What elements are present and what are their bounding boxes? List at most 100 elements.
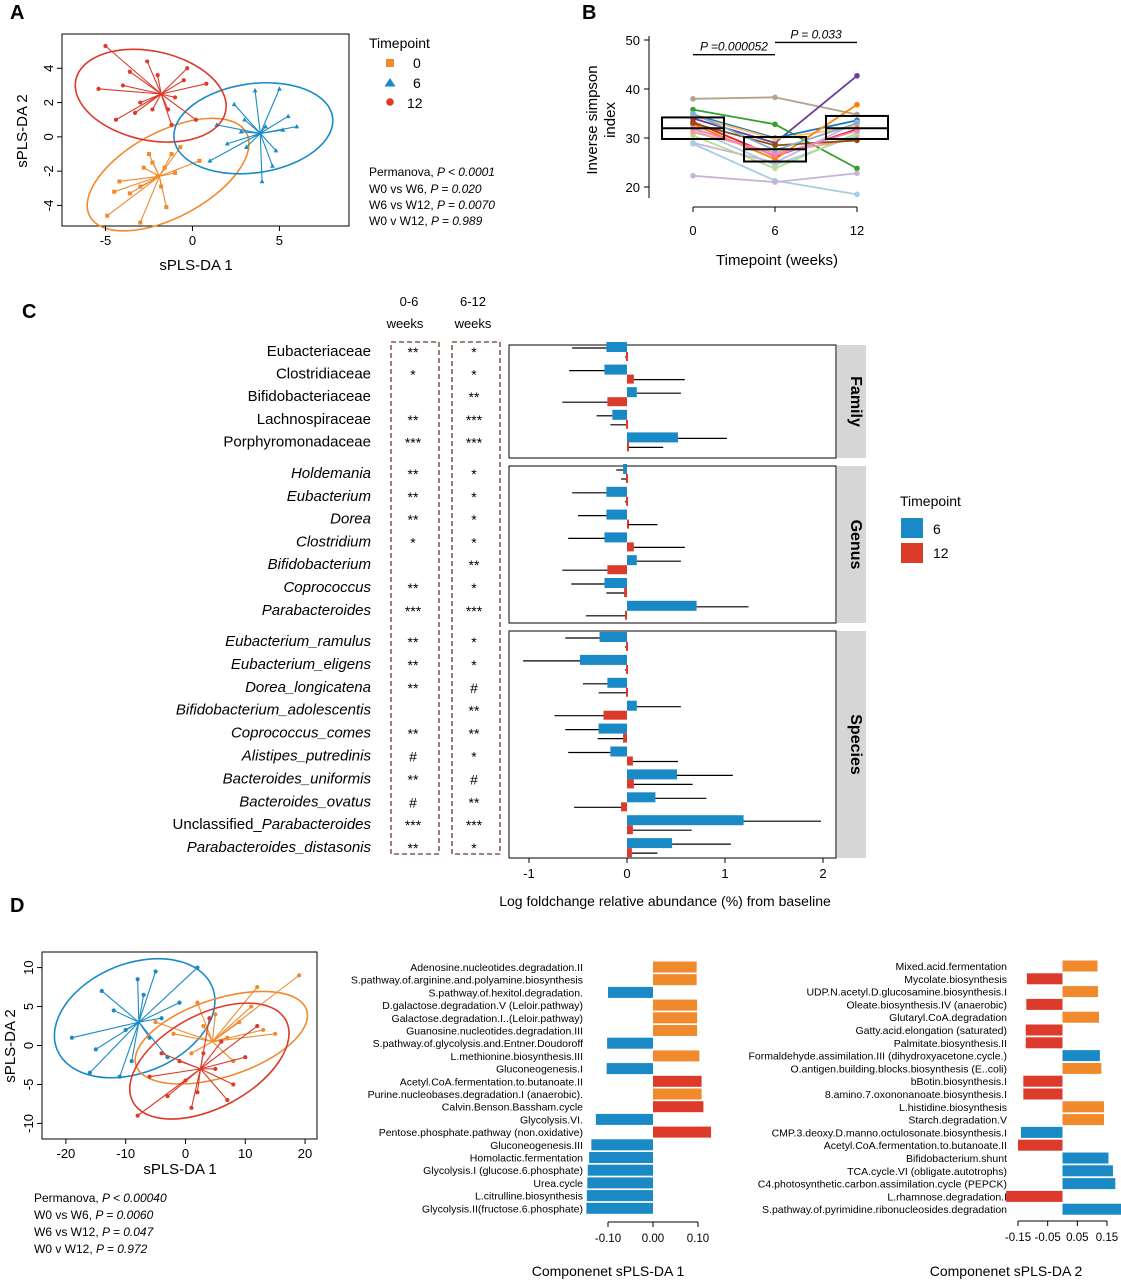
panel-d2-bar-label-8: O.antigen.building.blocks.biosynthesis (… bbox=[790, 1063, 1007, 1075]
sig-0-6-family-3: ** bbox=[408, 412, 419, 428]
panel-a-xtick-label--5: -5 bbox=[100, 233, 112, 248]
panel-d-stat-3: W0 v W12, P = 0.972 bbox=[34, 1242, 148, 1256]
panel-a-point-0-14 bbox=[146, 152, 151, 156]
panel-d1-bar-3 bbox=[653, 999, 698, 1011]
panel-d-spoke-6-13 bbox=[138, 1002, 180, 1023]
panel-a-spoke-0-12 bbox=[158, 146, 181, 177]
panel-d2-bar-15 bbox=[1062, 1152, 1109, 1164]
panel-d1-bar-11 bbox=[653, 1101, 704, 1113]
panel-d-point-0-7 bbox=[249, 1004, 254, 1009]
bar-w6-family-4 bbox=[627, 432, 678, 443]
panel-a-spoke-6-14 bbox=[260, 126, 297, 134]
panel-c-xtick-label-0: 0 bbox=[623, 866, 630, 881]
panel-a-point-12-7 bbox=[155, 73, 160, 78]
panel-d2-bar-label-15: Bifidobacterium.shunt bbox=[906, 1153, 1007, 1165]
panel-d1-bar-label-1: S.pathway.of.arginine.and.polyamine.bios… bbox=[351, 975, 583, 987]
panel-d-point-6-15 bbox=[135, 977, 140, 982]
sig-header-6-12-line2: weeks bbox=[454, 316, 492, 331]
sig-6-12-species-2: # bbox=[470, 680, 478, 696]
panel-d-point-12-10 bbox=[243, 1055, 248, 1060]
taxon-label-genus-3: Clostridium bbox=[296, 533, 371, 550]
panel-d-point-0-6 bbox=[237, 1020, 242, 1025]
panel-d2-bar-6 bbox=[1025, 1037, 1063, 1049]
panel-a-legend-marker-2 bbox=[386, 98, 394, 106]
sig-0-6-species-6: ** bbox=[408, 771, 419, 787]
panel-b-sig-text-0: P =0.000052 bbox=[700, 40, 768, 54]
facet-strip-genus bbox=[837, 466, 866, 623]
panel-d1-bar-label-18: L.citrulline.biosynthesis bbox=[475, 1191, 583, 1203]
facet-strip-label-species: Species bbox=[847, 714, 864, 775]
panel-d-spoke-0-13 bbox=[211, 986, 258, 1042]
panel-d-y-axis-label: sPLS-DA 2 bbox=[2, 1009, 19, 1082]
panel-b-sig-text-1: P = 0.033 bbox=[790, 27, 842, 41]
panel-d2-bar-5 bbox=[1025, 1024, 1063, 1036]
panel-d1-bar-17 bbox=[587, 1177, 653, 1189]
panel-a-spoke-12-3 bbox=[122, 84, 162, 95]
panel-a-point-12-6 bbox=[150, 107, 155, 112]
panel-a-legend-label-0: 0 bbox=[413, 55, 421, 71]
panel-d1-bar-label-8: Gluconeogenesis.I bbox=[496, 1064, 583, 1076]
panel-d1-bar-label-15: Homolactic.fermentation bbox=[470, 1153, 583, 1165]
sig-0-6-genus-1: ** bbox=[408, 489, 419, 505]
bar-w6-species-7 bbox=[627, 792, 656, 803]
panel-d-point-12-14 bbox=[195, 1090, 200, 1095]
sig-0-6-species-2: ** bbox=[408, 680, 419, 696]
panel-d2-bar-label-2: UDP.N.acetyl.D.glucosamine.biosynthesis.… bbox=[806, 987, 1007, 999]
panel-d-spoke-0-0 bbox=[155, 1021, 213, 1043]
panel-d1-xtick-label-0.00: 0.00 bbox=[642, 1233, 664, 1245]
taxon-label-family-0: Eubacteriaceae bbox=[267, 343, 371, 360]
panel-a-spoke-12-2 bbox=[115, 93, 162, 121]
panel-a-point-6-11 bbox=[259, 178, 265, 184]
bar-w12-species-1 bbox=[626, 664, 629, 674]
panel-d1-bar-label-9: Acetyl.CoA.fermentation.to.butanoate.II bbox=[400, 1076, 583, 1088]
panel-a-spoke-0-16 bbox=[158, 176, 167, 208]
panel-d1-bar-label-5: Guanosine.nucleotides.degradation.III bbox=[406, 1026, 583, 1038]
panel-b-y-axis-label-line2: index bbox=[602, 102, 619, 138]
panel-d-spoke-12-8 bbox=[199, 1041, 222, 1070]
bar-w12-species-9 bbox=[627, 848, 632, 858]
panel-a-spoke-12-1 bbox=[105, 45, 162, 95]
panel-a-spoke-12-13 bbox=[160, 93, 173, 126]
panel-d-spoke-0-2 bbox=[191, 1041, 213, 1054]
bar-w6-family-3 bbox=[612, 409, 627, 420]
bar-w6-genus-3 bbox=[604, 532, 627, 543]
panel-d2-bar-14 bbox=[1018, 1139, 1063, 1151]
panel-d2-bar-7 bbox=[1062, 1050, 1100, 1062]
bar-w12-genus-0 bbox=[626, 474, 629, 483]
panel-a-point-6-13 bbox=[242, 117, 248, 122]
panel-b-xtick-label-12: 12 bbox=[850, 223, 864, 238]
panel-a-point-6-8 bbox=[270, 163, 275, 168]
sig-6-12-genus-2: * bbox=[471, 512, 477, 528]
panel-a-spoke-12-15 bbox=[146, 61, 162, 95]
panel-a-spoke-6-8 bbox=[259, 133, 273, 167]
panel-d2-bar-17 bbox=[1062, 1178, 1116, 1190]
bar-w6-species-3 bbox=[627, 700, 637, 711]
panel-a-point-12-15 bbox=[145, 59, 150, 64]
panel-d1-bar-label-3: D.galactose.degradation.V (Leloir.pathwa… bbox=[382, 1000, 583, 1012]
panel-d-point-0-2 bbox=[189, 1051, 194, 1056]
panel-b-subject-point-0-0 bbox=[690, 96, 696, 102]
panel-a-point-0-0 bbox=[105, 213, 110, 218]
panel-a-spoke-12-0 bbox=[98, 88, 162, 95]
panel-d2-bar-label-12: Starch.degradation.V bbox=[908, 1115, 1007, 1127]
panel-c-legend-swatch-6 bbox=[901, 518, 923, 538]
panel-d1-bar-label-4: Galactose.degradation.I..(Leloir.pathway… bbox=[392, 1013, 583, 1025]
bar-w6-genus-6 bbox=[627, 600, 697, 611]
panel-b-subject-point-1-2 bbox=[854, 72, 860, 79]
panel-d2-bar-label-3: Oleate.biosynthesis.IV (anaerobic) bbox=[847, 999, 1008, 1011]
panel-d1-bar-2 bbox=[608, 986, 653, 998]
panel-a-spoke-12-7 bbox=[157, 75, 162, 95]
panel-d1-x-ticks: -0.10 0.00 0.10 bbox=[595, 1222, 709, 1245]
panel-d2-bar-label-5: Gatty.acid.elongation (saturated) bbox=[855, 1025, 1007, 1037]
sig-0-6-species-9: ** bbox=[408, 840, 419, 856]
panel-d-point-12-8 bbox=[219, 1039, 224, 1044]
panel-d-point-0-10 bbox=[296, 973, 302, 978]
sig-6-12-family-1: * bbox=[471, 367, 477, 383]
panel-a-spoke-12-11 bbox=[160, 67, 188, 95]
taxon-label-species-9: Parabacteroides_distasonis bbox=[187, 839, 372, 856]
panel-a-point-0-5 bbox=[141, 165, 146, 170]
panel-d-point-0-9 bbox=[273, 1031, 278, 1036]
panel-a-point-12-4 bbox=[132, 110, 138, 115]
panel-a-point-6-3 bbox=[231, 101, 237, 107]
